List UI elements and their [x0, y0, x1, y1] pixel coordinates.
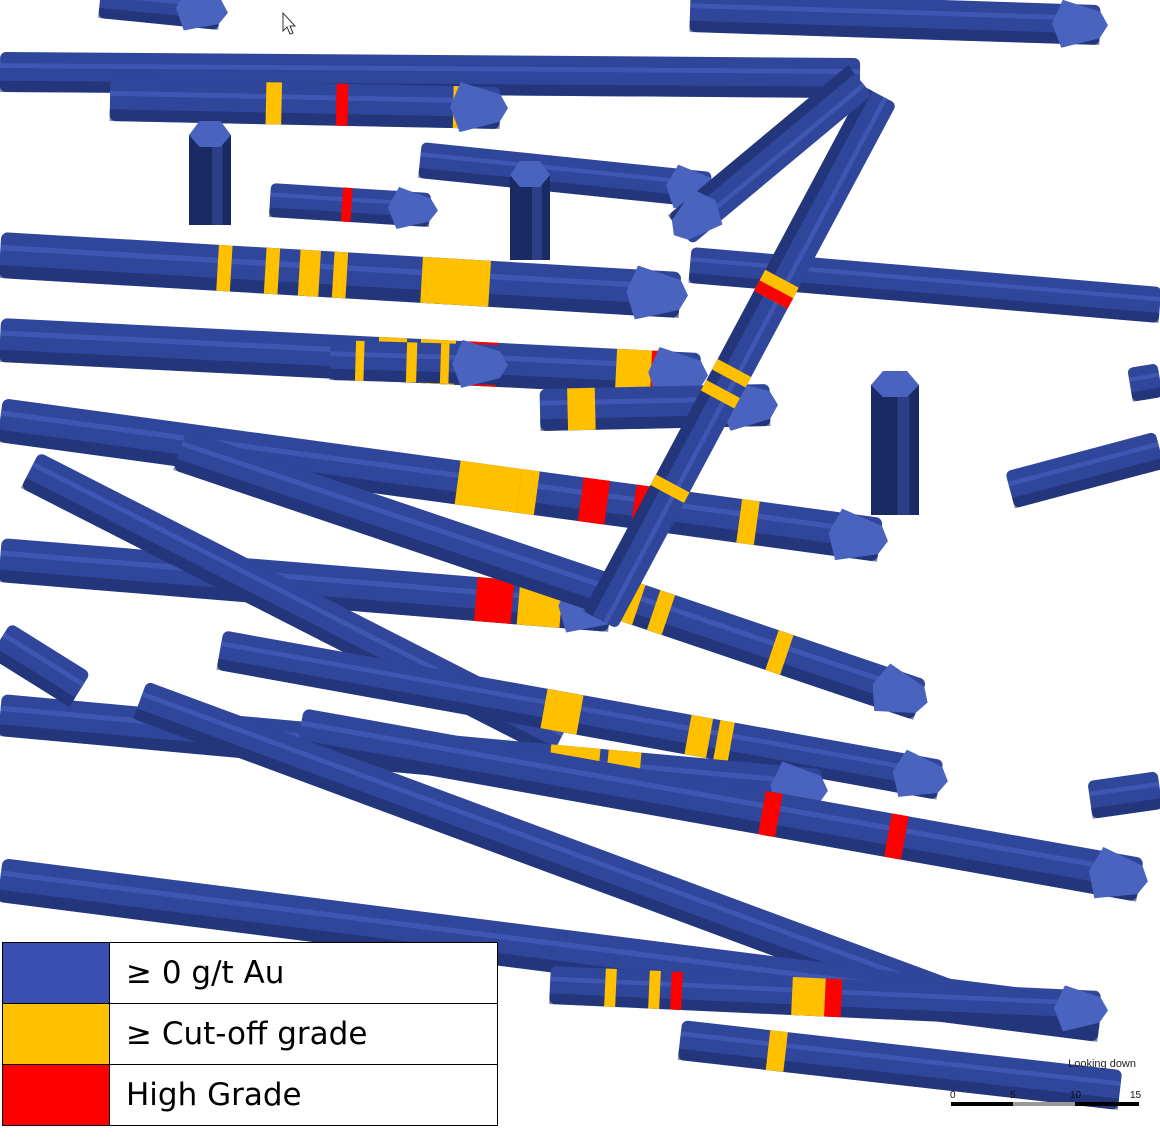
cutoff-grade-interval	[604, 968, 617, 1007]
drillhole-trace	[0, 232, 688, 320]
cutoff-grade-interval	[420, 256, 491, 307]
cutoff-grade-interval	[791, 977, 826, 1017]
drillhole-traces	[0, 0, 1160, 1110]
cutoff-grade-interval	[263, 247, 281, 295]
drillhole-trace	[1006, 432, 1160, 509]
cutoff-grade-interval	[439, 343, 450, 384]
legend-swatch-cutoff-grade	[3, 1004, 110, 1064]
drillhole-trace	[173, 431, 928, 720]
legend-label-cutoff-grade: ≥ Cut-off grade	[126, 1016, 368, 1052]
high-grade-interval	[670, 971, 683, 1010]
drillhole-collar-cap	[1053, 985, 1108, 1032]
cutoff-grade-interval	[567, 387, 596, 431]
cutoff-grade-interval	[736, 499, 760, 545]
cutoff-grade-interval	[331, 251, 349, 299]
drillhole-collar-cap	[872, 663, 928, 714]
cutoff-grade-interval	[650, 474, 690, 503]
cutoff-grade-interval	[614, 348, 660, 395]
drillhole-trace	[329, 339, 508, 388]
high-grade-interval	[340, 187, 353, 223]
cutoff-grade-interval	[297, 249, 321, 297]
grade-legend: ≥ 0 g/t Au ≥ Cut-off grade High Grade	[2, 942, 498, 1126]
drillhole-collar-cap	[626, 265, 688, 320]
vertical-drillhole	[510, 161, 550, 260]
mouse-pointer-icon	[282, 11, 297, 35]
drillhole-collar-cap	[450, 82, 508, 133]
drillhole-collar-cap	[671, 189, 723, 240]
drillhole-trace	[667, 65, 870, 243]
drillhole-trace	[296, 709, 1148, 902]
scale-tick-label: 5	[1010, 1090, 1016, 1101]
drillhole-trace	[98, 0, 228, 31]
view-direction-label: Looking down	[1068, 1058, 1136, 1070]
cutoff-grade-interval	[516, 469, 540, 515]
cutoff-grade-interval	[712, 359, 752, 388]
legend-row-cutoff-grade: ≥ Cut-off grade	[3, 1003, 497, 1064]
cutoff-grade-interval	[700, 380, 740, 409]
legend-row-high-grade: High Grade	[3, 1064, 497, 1125]
high-grade-interval	[577, 477, 611, 525]
vertical-drillhole	[871, 371, 919, 515]
cutoff-grade-interval	[216, 244, 233, 292]
drillhole-trace	[1088, 771, 1160, 819]
drillhole-trace	[418, 142, 718, 209]
high-grade-interval	[335, 83, 349, 126]
drillhole-collar-cap	[892, 749, 948, 797]
drillhole-collar-cap	[452, 339, 508, 388]
drillhole-collar-cap	[1089, 847, 1148, 899]
legend-swatch-background-grade	[3, 943, 110, 1003]
drillhole-trace	[689, 0, 1108, 48]
high-grade-interval	[754, 280, 794, 309]
cutoff-grade-interval	[265, 82, 283, 125]
scale-bar-graphic	[951, 1102, 1139, 1106]
vertical-drillhole	[189, 121, 231, 225]
scale-tick-label: 15	[1130, 1090, 1142, 1101]
cutoff-grade-interval	[684, 714, 714, 759]
cutoff-grade-interval	[646, 590, 676, 635]
legend-label-background-grade: ≥ 0 g/t Au	[126, 955, 285, 991]
high-grade-interval	[758, 790, 783, 838]
cutoff-grade-interval	[405, 342, 418, 383]
legend-row-background-grade: ≥ 0 g/t Au	[3, 943, 497, 1003]
high-grade-interval	[474, 577, 515, 624]
drillhole-trace	[583, 86, 895, 627]
drillhole-trace	[549, 966, 1108, 1032]
legend-label-high-grade: High Grade	[126, 1077, 302, 1113]
drillhole-collar-cap	[387, 187, 438, 229]
scale-tick-label: 0	[950, 1090, 956, 1101]
cutoff-grade-interval	[713, 720, 735, 762]
drillhole-trace	[0, 625, 89, 707]
scale-tick-label: 10	[1070, 1090, 1082, 1101]
drillhole-collar-cap	[828, 508, 888, 561]
cutoff-grade-interval	[765, 1030, 788, 1072]
drillhole-trace	[109, 79, 508, 133]
cutoff-grade-interval	[765, 630, 794, 675]
legend-swatch-high-grade	[3, 1065, 110, 1125]
drillhole-collar-cap	[1052, 0, 1108, 48]
cutoff-grade-interval	[648, 970, 661, 1009]
cutoff-grade-interval	[540, 688, 584, 735]
drillhole-trace	[268, 183, 438, 229]
drillhole-collar-cap	[176, 0, 228, 31]
high-grade-interval	[824, 978, 843, 1018]
drillhole-trace	[677, 1020, 1122, 1110]
drillhole-trace	[1127, 364, 1160, 402]
drillhole-trace	[133, 682, 956, 1019]
cutoff-grade-interval	[354, 340, 365, 381]
scale-bar: Looking down 0 5 10 15	[948, 1058, 1148, 1118]
high-grade-interval	[884, 813, 909, 860]
cutoff-grade-interval	[454, 460, 523, 513]
